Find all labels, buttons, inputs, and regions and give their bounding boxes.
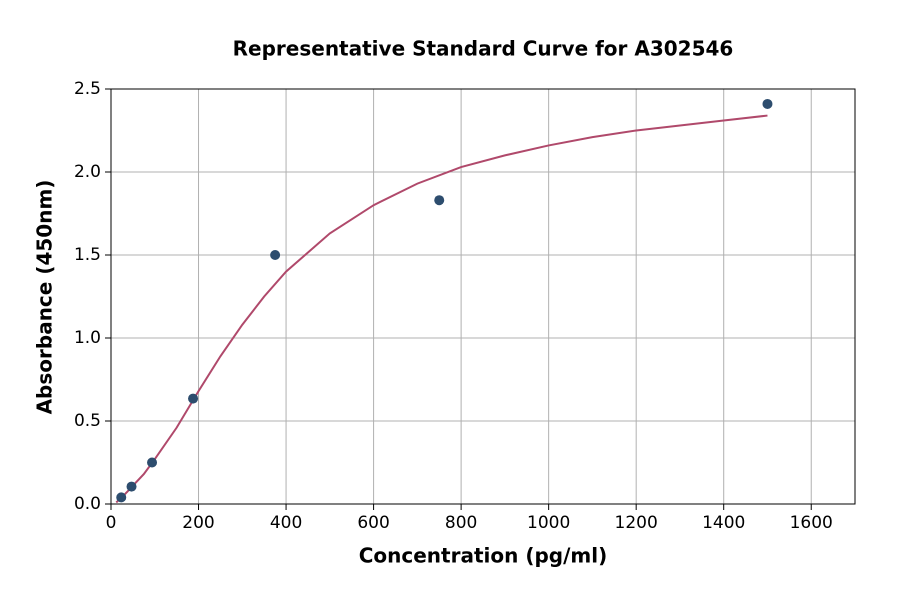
data-point [116,492,127,503]
x-tick-label: 800 [445,513,477,533]
y-axis-title: Absorbance (450nm) [33,180,57,415]
x-tick-label: 1400 [702,513,745,533]
y-tick-label: 1.0 [74,328,101,348]
data-point [434,195,445,206]
x-tick-label: 400 [270,513,302,533]
data-point [270,250,281,260]
chart-title: Representative Standard Curve for A30254… [233,37,734,61]
y-tick-label: 2.0 [74,162,101,182]
x-axis-title: Concentration (pg/ml) [359,544,608,568]
data-point [147,457,158,468]
x-tick-label: 200 [182,513,214,533]
x-tick-label: 1600 [790,513,833,533]
x-tick-label: 600 [357,513,389,533]
x-tick-label: 0 [106,513,117,533]
plot-frame [110,88,856,505]
y-tick-label: 2.5 [74,79,101,99]
data-point [188,393,199,404]
fit-curve [115,114,768,504]
y-tick-label: 0.5 [74,411,101,431]
x-tick-label: 1000 [527,513,570,533]
x-tick-label: 1200 [615,513,658,533]
y-tick-label: 0.0 [74,494,101,514]
data-point [126,481,137,492]
data-point [762,98,773,109]
y-tick-label: 1.5 [74,245,101,265]
